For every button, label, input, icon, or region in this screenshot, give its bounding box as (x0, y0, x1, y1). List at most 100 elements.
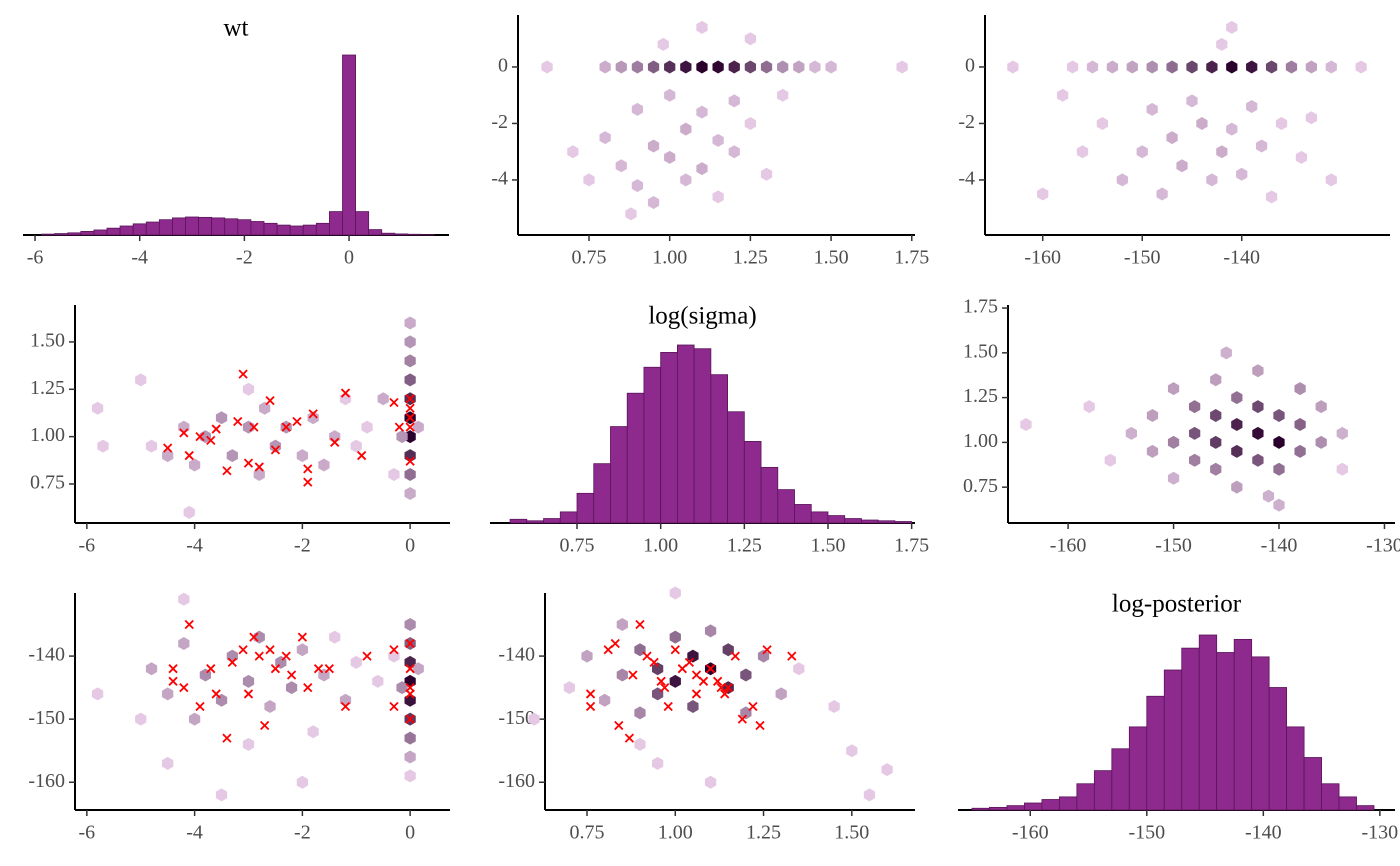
divergence-marker (649, 657, 659, 668)
hist-bar (509, 518, 528, 524)
divergence-stroke (762, 645, 772, 655)
hex-cell (183, 505, 195, 519)
divergence-marker (179, 682, 189, 693)
hex-cell (259, 401, 271, 415)
hist-bar (827, 515, 846, 524)
hex-cell (680, 60, 692, 74)
divergence-stroke (254, 651, 264, 661)
hex-cell (404, 769, 416, 783)
divergence-marker (281, 422, 291, 432)
hex-cell (896, 60, 908, 74)
hex-cell (253, 468, 265, 482)
hex-cell (269, 439, 282, 453)
divergence-marker (249, 632, 259, 642)
hex-cell (1156, 187, 1168, 201)
divergence-marker (713, 676, 723, 686)
hex-cell (215, 788, 228, 802)
hex-cell (1294, 444, 1306, 458)
hex-cell (1285, 60, 1298, 74)
divergence-stroke (405, 422, 415, 432)
hex-cell (581, 649, 593, 663)
divergence-stroke (394, 422, 404, 432)
divergence-marker (730, 651, 740, 661)
y-tick-label: 1.50 (30, 330, 65, 352)
divergence-stroke (362, 651, 372, 661)
divergence-marker (340, 701, 351, 712)
divergence-stroke (249, 422, 259, 432)
hex-cell (704, 775, 717, 789)
x-tick-label: -140 (1261, 535, 1298, 557)
hex-cell (647, 139, 660, 153)
divergence-stroke (705, 664, 716, 674)
hist-bar (263, 222, 278, 236)
hex-cell (1166, 131, 1178, 145)
hist-bar (185, 216, 199, 236)
hex-cell (828, 700, 840, 714)
divergence-marker (254, 651, 264, 661)
x-tick-label: 0.75 (560, 535, 595, 557)
divergence-marker (705, 664, 716, 674)
divergence-marker (677, 664, 687, 674)
hex-cell (1305, 60, 1318, 74)
hist-bar (1303, 757, 1322, 811)
divergence-marker (195, 701, 205, 712)
hist-bar (643, 366, 662, 524)
hex-cell (1325, 60, 1337, 74)
y-tick-label: -140 (28, 644, 65, 666)
hex-cell (625, 207, 637, 221)
divergence-marker (184, 450, 194, 461)
hex-cell (651, 687, 664, 701)
divergence-stroke (656, 676, 666, 686)
y-tick-label: 1.75 (963, 296, 998, 318)
hex-cell (1252, 426, 1264, 440)
divergence-stroke (730, 651, 740, 661)
divergence-stroke (357, 450, 367, 461)
divergence-marker (168, 676, 178, 686)
hex-cell (1104, 453, 1116, 467)
hex-cell (1116, 173, 1128, 187)
panel: -160 -150 -140 -130 0.75 1.00 1.25 1.50 1.75 (963, 296, 1400, 557)
x-tick-label: 1.50 (814, 247, 849, 269)
divergence-marker (243, 689, 254, 699)
hex-cell (744, 32, 757, 46)
divergence-stroke (281, 651, 291, 661)
hex-cell (97, 439, 109, 453)
hex-cell (1231, 391, 1243, 405)
hex-cell (846, 744, 858, 758)
panel-title: log-posterior (1112, 591, 1242, 618)
hex-cell (1294, 382, 1306, 396)
divergence-marker (211, 689, 221, 699)
hex-cell (1256, 139, 1268, 153)
divergence-stroke (649, 657, 659, 668)
hex-cell (1176, 159, 1188, 173)
divergence-marker (405, 394, 415, 404)
hex-cell (404, 693, 416, 707)
hex-cell (563, 681, 575, 695)
divergence-stroke (716, 682, 726, 693)
hex-cell (1355, 60, 1367, 74)
hex-cell (242, 674, 255, 688)
hist-bar (844, 518, 862, 524)
hex-cell (744, 116, 757, 130)
x-tick-label: -6 (27, 247, 44, 269)
y-tick-label: -160 (28, 770, 65, 792)
hex-cell (145, 662, 158, 676)
hex-cell (1186, 94, 1198, 108)
y-tick-label: 0.75 (30, 472, 65, 494)
hex-cell (1246, 60, 1258, 74)
divergence-marker (656, 676, 666, 686)
hex-cell (863, 788, 876, 802)
hex-cell (1252, 453, 1264, 467)
divergence-stroke (405, 456, 415, 466)
divergence-stroke (222, 733, 232, 743)
x-tick-label: 0 (405, 535, 415, 557)
hex-cell (704, 624, 717, 638)
divergence-marker (249, 422, 259, 432)
hist-bar (543, 518, 561, 524)
hist-bar (894, 521, 913, 524)
divergence-stroke (260, 720, 270, 731)
hex-cell (404, 373, 416, 387)
divergence-stroke (610, 638, 620, 649)
hex-cell (339, 693, 352, 707)
divergence-marker (663, 701, 673, 712)
